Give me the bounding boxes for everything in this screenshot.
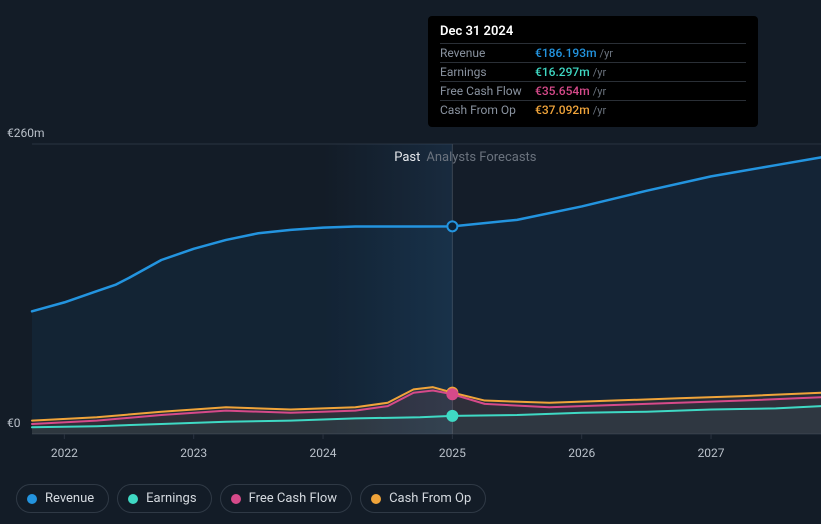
- tooltip-unit: /yr: [593, 85, 606, 98]
- tooltip-row: Revenue€186.193m/yr: [440, 43, 746, 62]
- tooltip-metric-label: Cash From Op: [440, 103, 535, 117]
- svg-text:2026: 2026: [568, 446, 595, 460]
- legend-item-cash_from_op[interactable]: Cash From Op: [360, 484, 486, 513]
- legend-item-free_cash_flow[interactable]: Free Cash Flow: [220, 484, 352, 513]
- legend-label: Revenue: [45, 491, 94, 506]
- tooltip-metric-label: Free Cash Flow: [440, 84, 535, 98]
- y-axis-label: €0: [7, 416, 21, 430]
- legend-item-revenue[interactable]: Revenue: [16, 484, 109, 513]
- legend-label: Free Cash Flow: [249, 491, 337, 506]
- tooltip-metric-label: Earnings: [440, 65, 535, 79]
- legend-item-earnings[interactable]: Earnings: [117, 484, 211, 513]
- past-label: Past: [370, 150, 420, 165]
- legend-dot-icon: [371, 494, 381, 504]
- svg-text:2022: 2022: [51, 446, 78, 460]
- svg-text:2024: 2024: [310, 446, 337, 460]
- forecast-label: Analysts Forecasts: [426, 150, 536, 165]
- y-axis-label: €260m: [7, 126, 45, 140]
- chart-tooltip: Dec 31 2024 Revenue€186.193m/yrEarnings€…: [428, 16, 758, 127]
- tooltip-metric-value: €16.297m: [535, 65, 590, 79]
- tooltip-unit: /yr: [593, 66, 606, 79]
- tooltip-unit: /yr: [593, 104, 606, 117]
- legend-dot-icon: [231, 494, 241, 504]
- svg-text:2025: 2025: [439, 446, 466, 460]
- legend-dot-icon: [128, 494, 138, 504]
- legend: Revenue Earnings Free Cash Flow Cash From O…: [16, 484, 486, 513]
- svg-text:2023: 2023: [180, 446, 207, 460]
- tooltip-row: Earnings€16.297m/yr: [440, 62, 746, 81]
- legend-label: Earnings: [146, 491, 196, 506]
- svg-text:2027: 2027: [698, 446, 725, 460]
- tooltip-metric-value: €35.654m: [535, 84, 590, 98]
- legend-dot-icon: [27, 494, 37, 504]
- tooltip-metric-value: €37.092m: [535, 103, 590, 117]
- tooltip-unit: /yr: [600, 47, 613, 60]
- tooltip-metric-value: €186.193m: [535, 46, 597, 60]
- legend-label: Cash From Op: [389, 491, 471, 506]
- tooltip-row: Free Cash Flow€35.654m/yr: [440, 81, 746, 100]
- tooltip-metric-label: Revenue: [440, 46, 535, 60]
- tooltip-row: Cash From Op€37.092m/yr: [440, 100, 746, 119]
- tooltip-date: Dec 31 2024: [440, 24, 746, 43]
